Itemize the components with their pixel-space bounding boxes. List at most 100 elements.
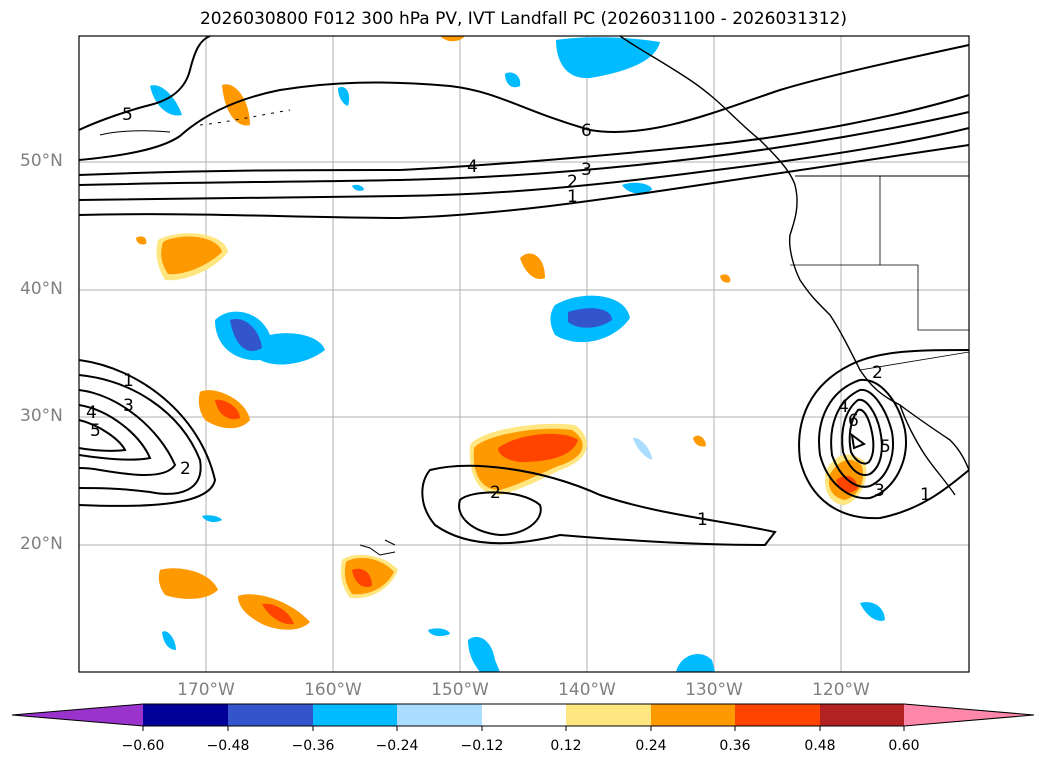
west-coast — [619, 35, 970, 471]
contour-line — [78, 94, 970, 176]
contour-label: 1 — [123, 371, 134, 391]
map-title: 2026030800 F012 300 hPa PV, IVT Landfall… — [199, 9, 847, 29]
contour-label: 3 — [581, 160, 592, 180]
contour-label: 2 — [567, 172, 578, 192]
pv-pos-blob — [158, 568, 218, 599]
colorbar-tick-label: −0.36 — [291, 738, 335, 754]
contour-label: 6 — [848, 411, 859, 431]
contour-line — [78, 359, 217, 507]
colorbar-tick-label: −0.24 — [375, 738, 419, 754]
lon-label: 170°W — [177, 680, 235, 700]
colorbar-segment — [228, 704, 313, 726]
pv-neg-blob — [622, 182, 652, 194]
pv-neg-blob — [556, 37, 660, 79]
pv-neg-blob — [860, 602, 885, 621]
baja-coast — [899, 404, 956, 496]
pv-neg-blob — [633, 437, 652, 460]
pv-shading — [136, 36, 885, 672]
contour-line — [78, 127, 970, 201]
pv-neg-blob — [150, 85, 182, 116]
colorbar-segment — [820, 704, 904, 726]
us-mexico-border — [859, 351, 970, 371]
colorbar-segment — [397, 704, 482, 726]
contour-line — [850, 432, 867, 450]
pv-pos-blob — [693, 435, 706, 447]
pv-neg-core — [568, 308, 612, 328]
colorbar-segment — [651, 704, 735, 726]
pv-pos-blob — [520, 253, 545, 280]
contour-line — [78, 419, 127, 452]
lon-label: 150°W — [431, 680, 489, 700]
colorbar-tick-label: 0.48 — [804, 738, 836, 754]
pv-neg-blob — [676, 653, 715, 672]
pv-neg-core — [230, 319, 262, 351]
contour-line — [841, 398, 883, 476]
contour-labels: 6 5 4 3 2 1 1 3 4 5 2 2 1 2 4 5 3 1 6 — [86, 105, 931, 530]
hawaii-islands — [359, 539, 396, 556]
contour-label: 1 — [697, 510, 708, 530]
aleutian-islands — [99, 130, 171, 136]
pv-pos-blob — [136, 236, 147, 245]
colorbar-segment — [735, 704, 820, 726]
pv-neg-blob — [202, 515, 222, 523]
aleutian-islands — [199, 109, 291, 126]
contour-line — [78, 144, 970, 220]
colorbar — [11, 703, 1035, 731]
contour-label: 2 — [872, 363, 883, 383]
contour-label: 4 — [467, 157, 478, 177]
pv-pos-blob — [720, 274, 731, 283]
contour-label: 4 — [86, 403, 97, 423]
pv-neg-blob — [338, 86, 350, 106]
contour-line — [830, 388, 894, 488]
contour-label: 5 — [90, 421, 101, 441]
contour-line — [458, 491, 542, 537]
contour-line — [78, 111, 970, 186]
contour-label: 5 — [122, 105, 133, 125]
lon-label: 130°W — [685, 680, 743, 700]
colorbar-tick-label: −0.48 — [206, 738, 250, 754]
colorbar-extend-high — [904, 704, 1034, 726]
lon-label: 160°W — [304, 680, 362, 700]
lat-label: 20°N — [20, 534, 63, 554]
colorbar-tick-label: −0.60 — [121, 738, 165, 754]
contour-label: 6 — [581, 121, 592, 141]
contour-label: 4 — [838, 397, 849, 417]
contour-label: 1 — [567, 187, 578, 207]
pv-pos-blob — [161, 236, 222, 275]
contour-line — [78, 44, 970, 161]
pv-pos-core — [262, 603, 294, 625]
pv-pos-blob — [440, 36, 465, 42]
colorbar-segment — [143, 704, 228, 726]
contour-label: 1 — [920, 485, 931, 505]
colorbar-tick-label: 0.12 — [550, 738, 582, 754]
colorbar-extend-low — [12, 704, 143, 726]
pv-neg-blob — [352, 184, 364, 191]
colorbar-tick-label: 0.36 — [719, 738, 751, 754]
contour-label: 3 — [123, 396, 134, 416]
colorbar-tick-label: −0.12 — [460, 738, 504, 754]
pv-neg-blob — [162, 631, 176, 650]
contour-line — [78, 404, 152, 461]
colorbar-tick-label: 0.24 — [635, 738, 667, 754]
contour-line — [848, 408, 875, 465]
state-borders — [790, 176, 969, 331]
lon-label: 120°W — [812, 680, 870, 700]
contour-line — [421, 464, 777, 547]
colorbar-segment — [482, 704, 566, 726]
pv-pos-core — [352, 568, 372, 588]
lat-label: 50°N — [20, 151, 63, 171]
contour-label: 3 — [874, 481, 885, 501]
pv-neg-blob — [505, 72, 521, 88]
colorbar-tick-label: 0.60 — [888, 738, 920, 754]
pv-pos-core — [215, 399, 240, 420]
pv-pos-core — [498, 433, 578, 462]
pv-neg-blob — [468, 636, 500, 672]
lon-label: 140°W — [558, 680, 616, 700]
contour-line — [798, 349, 970, 520]
contour-label: 2 — [490, 483, 501, 503]
contour-line — [78, 389, 177, 476]
pv-pos-blob — [222, 84, 250, 126]
coastlines — [99, 35, 970, 556]
lat-label: 40°N — [20, 279, 63, 299]
